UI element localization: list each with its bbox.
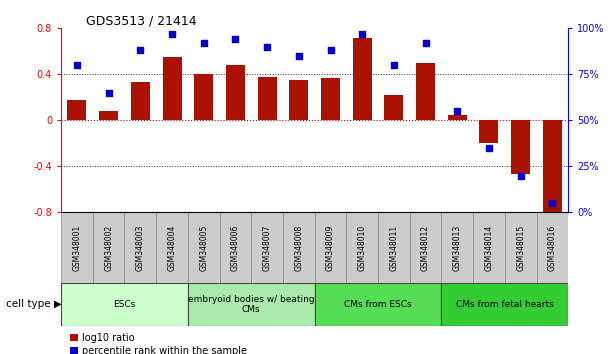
Bar bbox=[441, 283, 568, 326]
Bar bbox=[125, 212, 156, 283]
Bar bbox=[283, 212, 315, 283]
Bar bbox=[251, 212, 283, 283]
Text: GSM348013: GSM348013 bbox=[453, 225, 462, 271]
Bar bbox=[416, 63, 435, 120]
Text: GSM348012: GSM348012 bbox=[421, 225, 430, 271]
Bar bbox=[480, 120, 499, 143]
Bar bbox=[448, 115, 467, 120]
Bar bbox=[346, 212, 378, 283]
Point bbox=[484, 145, 494, 151]
Bar bbox=[61, 283, 188, 326]
Text: GSM348015: GSM348015 bbox=[516, 225, 525, 271]
Point bbox=[389, 62, 399, 68]
Bar bbox=[290, 80, 309, 120]
Point bbox=[357, 31, 367, 37]
Point bbox=[452, 108, 462, 114]
Bar bbox=[536, 212, 568, 283]
Bar bbox=[511, 120, 530, 175]
Text: GDS3513 / 21414: GDS3513 / 21414 bbox=[87, 14, 197, 27]
Text: embryoid bodies w/ beating
CMs: embryoid bodies w/ beating CMs bbox=[188, 295, 315, 314]
Text: GSM348009: GSM348009 bbox=[326, 224, 335, 271]
Text: GSM348010: GSM348010 bbox=[357, 225, 367, 271]
Bar bbox=[226, 65, 245, 120]
Bar bbox=[384, 95, 403, 120]
Text: cell type ▶: cell type ▶ bbox=[6, 299, 62, 309]
Bar bbox=[156, 212, 188, 283]
Point bbox=[136, 47, 145, 53]
Text: GSM348004: GSM348004 bbox=[167, 224, 177, 271]
Point bbox=[230, 36, 240, 42]
Bar bbox=[378, 212, 410, 283]
Point bbox=[167, 31, 177, 37]
Text: GSM348007: GSM348007 bbox=[263, 224, 272, 271]
Text: GSM348011: GSM348011 bbox=[389, 225, 398, 271]
Legend: log10 ratio, percentile rank within the sample: log10 ratio, percentile rank within the … bbox=[66, 329, 251, 354]
Bar bbox=[67, 100, 87, 120]
Text: GSM348005: GSM348005 bbox=[199, 224, 208, 271]
Bar bbox=[188, 283, 315, 326]
Text: ESCs: ESCs bbox=[114, 300, 136, 309]
Bar bbox=[410, 212, 441, 283]
Text: CMs from fetal hearts: CMs from fetal hearts bbox=[456, 300, 554, 309]
Point bbox=[516, 173, 525, 178]
Text: GSM348014: GSM348014 bbox=[485, 225, 494, 271]
Text: GSM348002: GSM348002 bbox=[104, 225, 113, 271]
Bar bbox=[473, 212, 505, 283]
Bar bbox=[131, 82, 150, 120]
Bar bbox=[315, 283, 441, 326]
Text: GSM348008: GSM348008 bbox=[295, 225, 303, 271]
Text: GSM348016: GSM348016 bbox=[548, 225, 557, 271]
Bar bbox=[194, 74, 213, 120]
Point bbox=[199, 40, 208, 46]
Bar bbox=[441, 212, 473, 283]
Point bbox=[72, 62, 82, 68]
Point bbox=[547, 200, 557, 206]
Bar bbox=[163, 57, 181, 120]
Bar bbox=[505, 212, 536, 283]
Point bbox=[294, 53, 304, 59]
Bar bbox=[353, 38, 371, 120]
Text: GSM348006: GSM348006 bbox=[231, 224, 240, 271]
Point bbox=[262, 44, 272, 50]
Text: CMs from ESCs: CMs from ESCs bbox=[344, 300, 412, 309]
Point bbox=[326, 47, 335, 53]
Bar bbox=[99, 111, 118, 120]
Bar bbox=[315, 212, 346, 283]
Bar bbox=[258, 77, 277, 120]
Text: GSM348003: GSM348003 bbox=[136, 224, 145, 271]
Bar bbox=[93, 212, 125, 283]
Text: GSM348001: GSM348001 bbox=[73, 225, 81, 271]
Point bbox=[421, 40, 431, 46]
Bar bbox=[543, 120, 562, 215]
Bar bbox=[321, 78, 340, 120]
Bar bbox=[61, 212, 93, 283]
Bar bbox=[219, 212, 251, 283]
Bar bbox=[188, 212, 219, 283]
Point bbox=[104, 90, 114, 96]
